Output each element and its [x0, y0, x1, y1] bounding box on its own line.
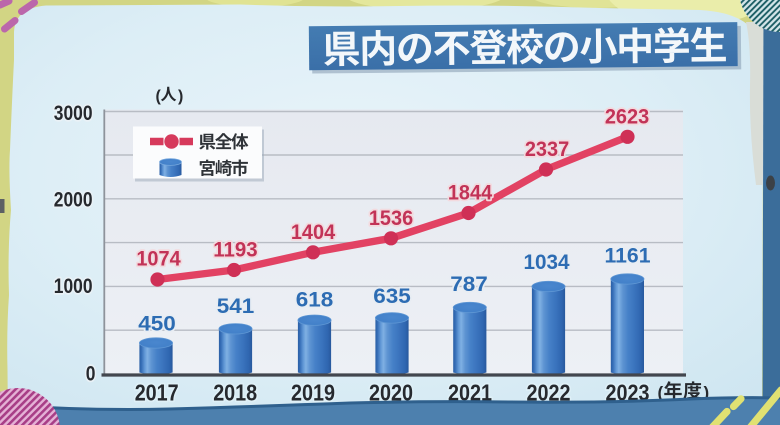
- svg-text:1404: 1404: [291, 221, 335, 244]
- svg-text:1000: 1000: [54, 274, 93, 298]
- svg-text:(: (: [658, 383, 664, 402]
- svg-text:3000: 3000: [54, 101, 93, 125]
- svg-text:2337: 2337: [525, 138, 569, 161]
- svg-text:(: (: [156, 88, 162, 105]
- svg-text:618: 618: [296, 289, 334, 312]
- svg-text:2000: 2000: [54, 188, 93, 212]
- svg-text:635: 635: [373, 285, 411, 308]
- svg-text:1536: 1536: [369, 207, 413, 230]
- svg-text:1161: 1161: [605, 245, 651, 268]
- svg-text:541: 541: [217, 295, 255, 318]
- svg-text:1844: 1844: [448, 182, 492, 205]
- svg-text:): ): [704, 383, 710, 402]
- svg-text:2017: 2017: [135, 379, 179, 405]
- svg-text:2019: 2019: [291, 379, 335, 405]
- svg-text:1074: 1074: [136, 248, 180, 271]
- svg-text:1193: 1193: [213, 239, 258, 262]
- svg-text:1034: 1034: [524, 251, 570, 274]
- svg-text:0: 0: [86, 361, 96, 385]
- svg-text:2018: 2018: [213, 379, 257, 405]
- svg-text:2623: 2623: [605, 106, 649, 129]
- svg-text:): ): [178, 88, 183, 105]
- svg-text:450: 450: [138, 313, 176, 336]
- svg-text:787: 787: [450, 273, 488, 296]
